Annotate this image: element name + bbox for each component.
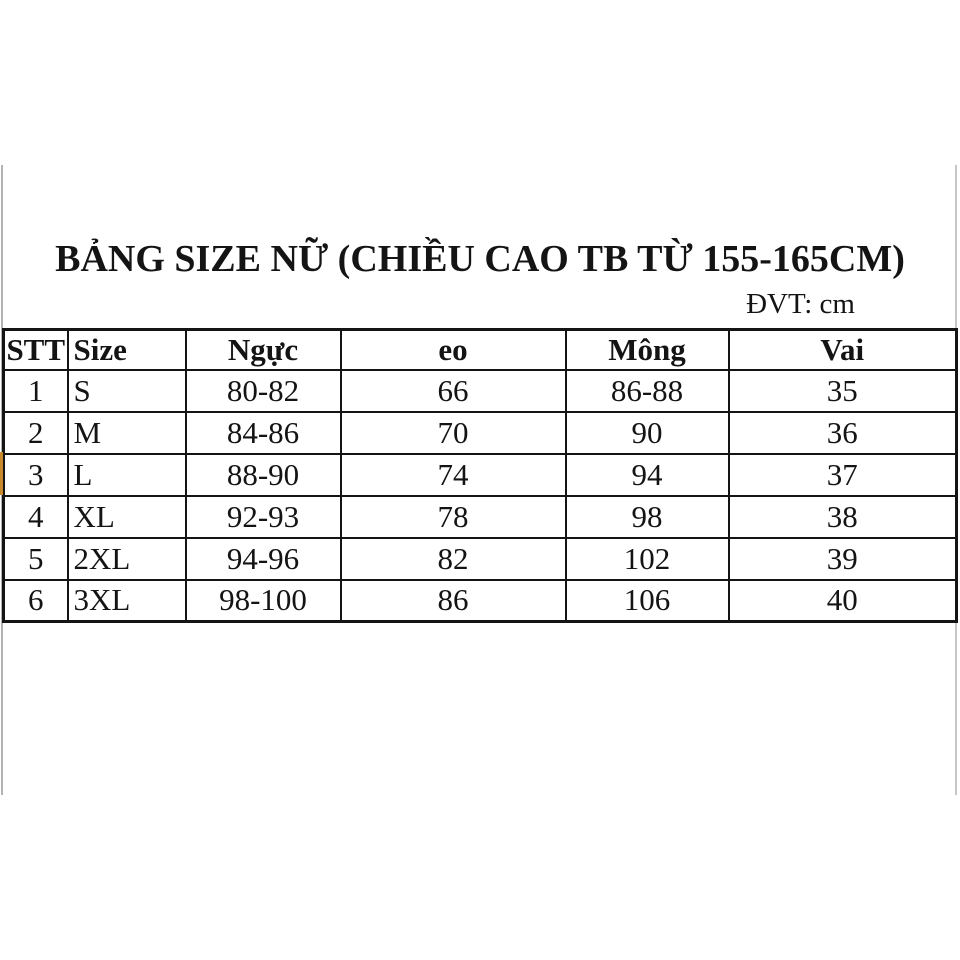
- cell-size: M: [66, 410, 187, 455]
- table-row-size-2xl: 5 2XL 94-96 82 102 39: [2, 536, 958, 581]
- cell-vai: 39: [727, 536, 958, 581]
- cell-eo: 70: [339, 410, 567, 455]
- table-row-size-s: 1 S 80-82 66 86-88 35: [2, 368, 958, 413]
- table-row-size-3xl: 6 3XL 98-100 86 106 40: [2, 578, 958, 623]
- header-stt: STT: [2, 328, 69, 371]
- cell-eo: 74: [339, 452, 567, 497]
- unit-label: ĐVT: cm: [746, 288, 855, 320]
- header-size: Size: [66, 328, 187, 371]
- header-row: STT Size Ngực eo Mông Vai: [2, 328, 958, 371]
- cell-size: 2XL: [66, 536, 187, 581]
- size-chart-table: STT Size Ngực eo Mông Vai 1 S 80-82 66 8…: [2, 328, 958, 623]
- cell-vai: 40: [727, 578, 958, 623]
- cell-stt: 3: [2, 452, 69, 497]
- cell-mong: 86-88: [564, 368, 730, 413]
- header-eo: eo: [339, 328, 567, 371]
- cell-eo: 66: [339, 368, 567, 413]
- cell-stt: 1: [2, 368, 69, 413]
- cell-nguc: 98-100: [184, 578, 342, 623]
- cell-vai: 38: [727, 494, 958, 539]
- table-row-size-xl: 4 XL 92-93 78 98 38: [2, 494, 958, 539]
- header-nguc: Ngực: [184, 328, 342, 371]
- cell-mong: 90: [564, 410, 730, 455]
- header-vai: Vai: [727, 328, 958, 371]
- cell-eo: 78: [339, 494, 567, 539]
- cell-size: 3XL: [66, 578, 187, 623]
- cell-mong: 106: [564, 578, 730, 623]
- cell-nguc: 94-96: [184, 536, 342, 581]
- cell-size: XL: [66, 494, 187, 539]
- cell-nguc: 88-90: [184, 452, 342, 497]
- cell-mong: 98: [564, 494, 730, 539]
- cell-mong: 102: [564, 536, 730, 581]
- cell-nguc: 80-82: [184, 368, 342, 413]
- table-row-size-m: 2 M 84-86 70 90 36: [2, 410, 958, 455]
- cell-vai: 35: [727, 368, 958, 413]
- cell-stt: 6: [2, 578, 69, 623]
- header-mong: Mông: [564, 328, 730, 371]
- cell-stt: 5: [2, 536, 69, 581]
- cell-size: L: [66, 452, 187, 497]
- page-title: BẢNG SIZE NỮ (CHIỀU CAO TB TỪ 155-165CM): [55, 238, 905, 280]
- cell-vai: 36: [727, 410, 958, 455]
- cell-eo: 82: [339, 536, 567, 581]
- table-row-size-l: 3 L 88-90 74 94 37: [2, 452, 958, 497]
- cell-stt: 2: [2, 410, 69, 455]
- cell-nguc: 92-93: [184, 494, 342, 539]
- cell-mong: 94: [564, 452, 730, 497]
- cell-vai: 37: [727, 452, 958, 497]
- cell-stt: 4: [2, 494, 69, 539]
- cell-nguc: 84-86: [184, 410, 342, 455]
- cell-size: S: [66, 368, 187, 413]
- row-3-selection-marker: [0, 452, 3, 495]
- cell-eo: 86: [339, 578, 567, 623]
